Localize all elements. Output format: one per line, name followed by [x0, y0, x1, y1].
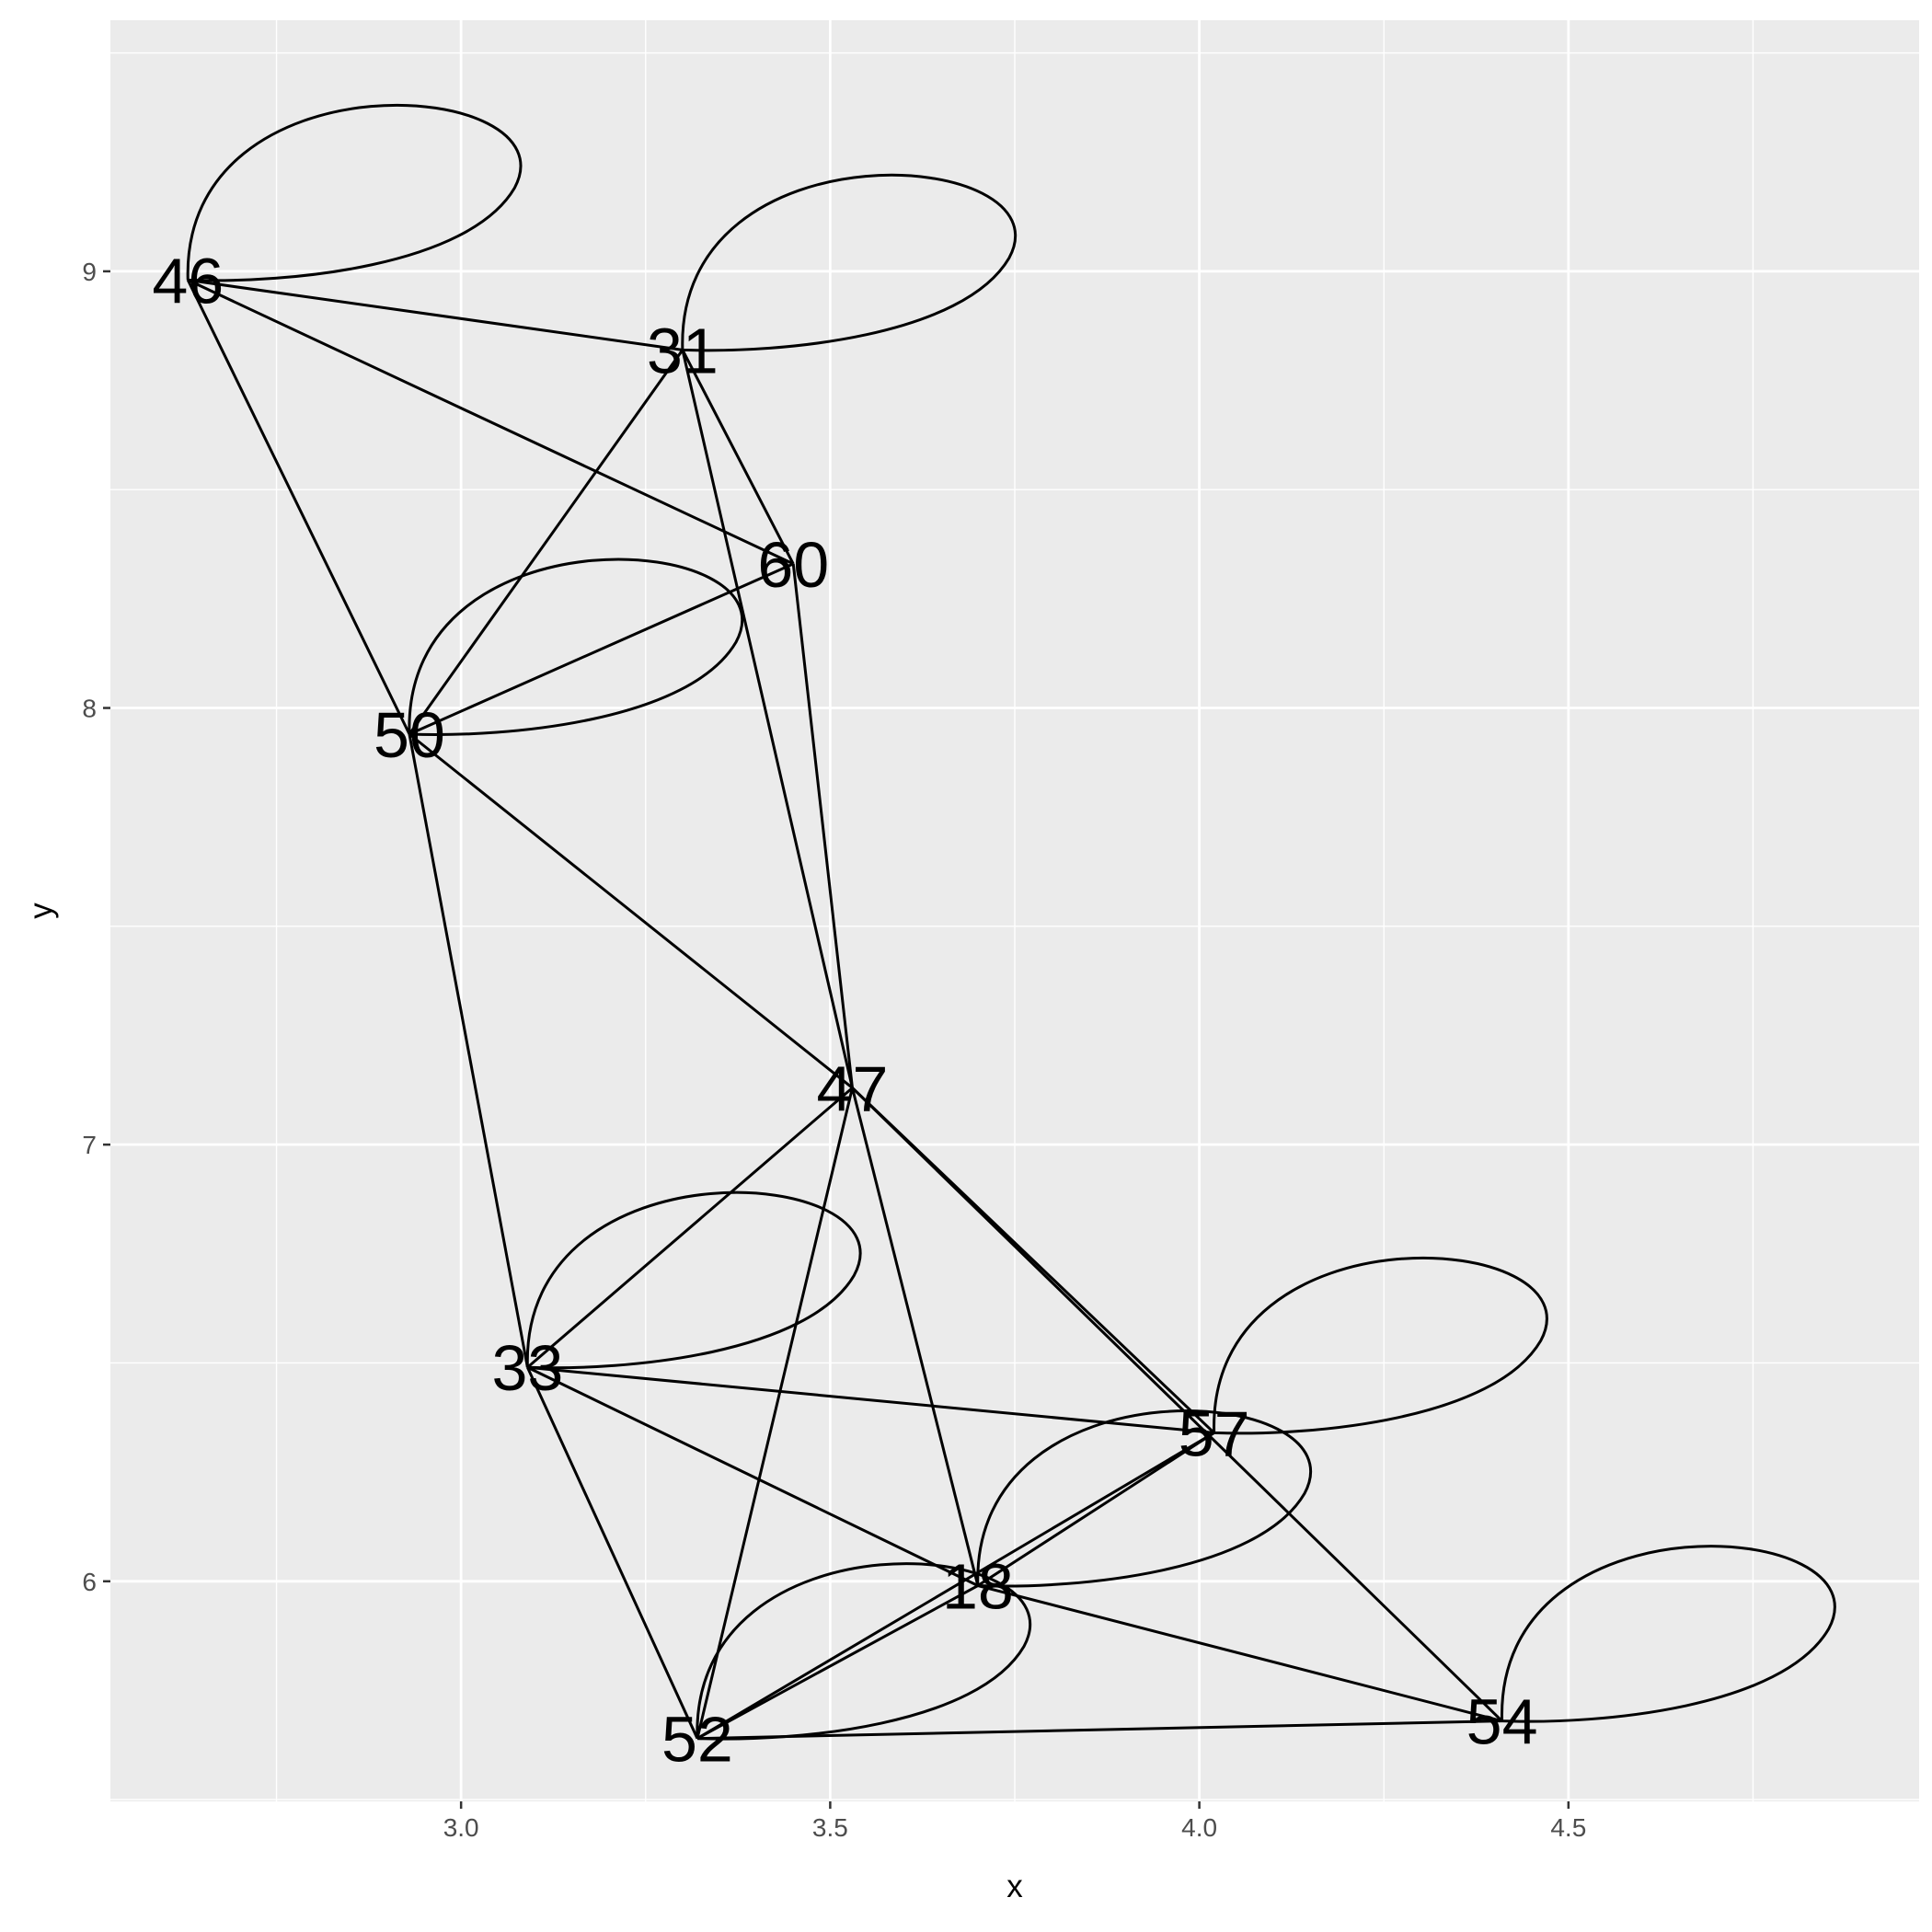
edge-47-18 [851, 1087, 980, 1586]
self-loop-50 [408, 558, 744, 736]
node-label-33: 33 [491, 1332, 563, 1404]
node-label-46: 46 [152, 245, 224, 316]
y-tick-label: 9 [82, 258, 97, 286]
edge-33-57 [527, 1365, 1214, 1434]
self-loop-31 [681, 173, 1018, 352]
edge-52-54 [696, 1719, 1502, 1741]
node-label-50: 50 [374, 699, 445, 771]
edge-31-60 [681, 349, 795, 565]
minor-gridlines [110, 20, 1919, 1801]
x-tick-label: 3.5 [812, 1813, 848, 1842]
node-label-57: 57 [1179, 1397, 1250, 1469]
edge-31-47 [681, 350, 854, 1088]
node-labels: 46 31 60 50 47 33 57 18 52 54 [152, 245, 1537, 1775]
edge-46-60 [187, 279, 794, 566]
edge-47-33 [526, 1087, 854, 1369]
edge-50-33 [408, 733, 529, 1368]
edge-46-50 [186, 279, 411, 735]
y-tick-label: 6 [82, 1568, 97, 1596]
y-axis-title: y [23, 903, 59, 919]
self-loop-54 [1501, 1545, 1836, 1723]
node-label-31: 31 [647, 315, 719, 386]
self-loop-18 [976, 1409, 1313, 1588]
self-loop-52 [696, 1562, 1032, 1741]
self-loops [186, 103, 1836, 1741]
self-loop-57 [1213, 1256, 1548, 1435]
edge-50-47 [408, 732, 854, 1089]
node-label-52: 52 [661, 1704, 733, 1776]
edge-57-52 [696, 1432, 1215, 1740]
y-axis: 6 7 8 9 [82, 258, 110, 1596]
x-axis-title: x [1006, 1869, 1023, 1904]
node-label-18: 18 [942, 1551, 1014, 1623]
x-tick-label: 3.0 [443, 1813, 479, 1842]
y-tick-label: 7 [82, 1131, 97, 1159]
self-loop-46 [186, 103, 523, 282]
x-axis: 3.0 3.5 4.0 4.5 [443, 1801, 1586, 1842]
x-tick-label: 4.5 [1550, 1813, 1586, 1842]
edge-47-52 [696, 1087, 854, 1740]
node-label-60: 60 [757, 529, 829, 601]
edge-33-18 [526, 1365, 979, 1587]
edge-18-54 [977, 1584, 1502, 1723]
edge-31-50 [408, 349, 684, 735]
edge-46-31 [188, 278, 684, 351]
y-tick-label: 8 [82, 695, 97, 723]
x-tick-label: 4.0 [1181, 1813, 1217, 1842]
node-label-47: 47 [817, 1052, 889, 1124]
self-loop-33 [525, 1190, 862, 1370]
edge-57-18 [977, 1432, 1215, 1587]
edge-60-47 [791, 563, 854, 1088]
edge-60-50 [408, 562, 794, 736]
edges [186, 278, 1503, 1741]
edge-33-52 [526, 1366, 699, 1740]
node-label-54: 54 [1466, 1686, 1538, 1758]
major-gridlines [110, 20, 1919, 1801]
edge-18-52 [696, 1584, 979, 1740]
edge-47-54 [851, 1087, 1503, 1722]
